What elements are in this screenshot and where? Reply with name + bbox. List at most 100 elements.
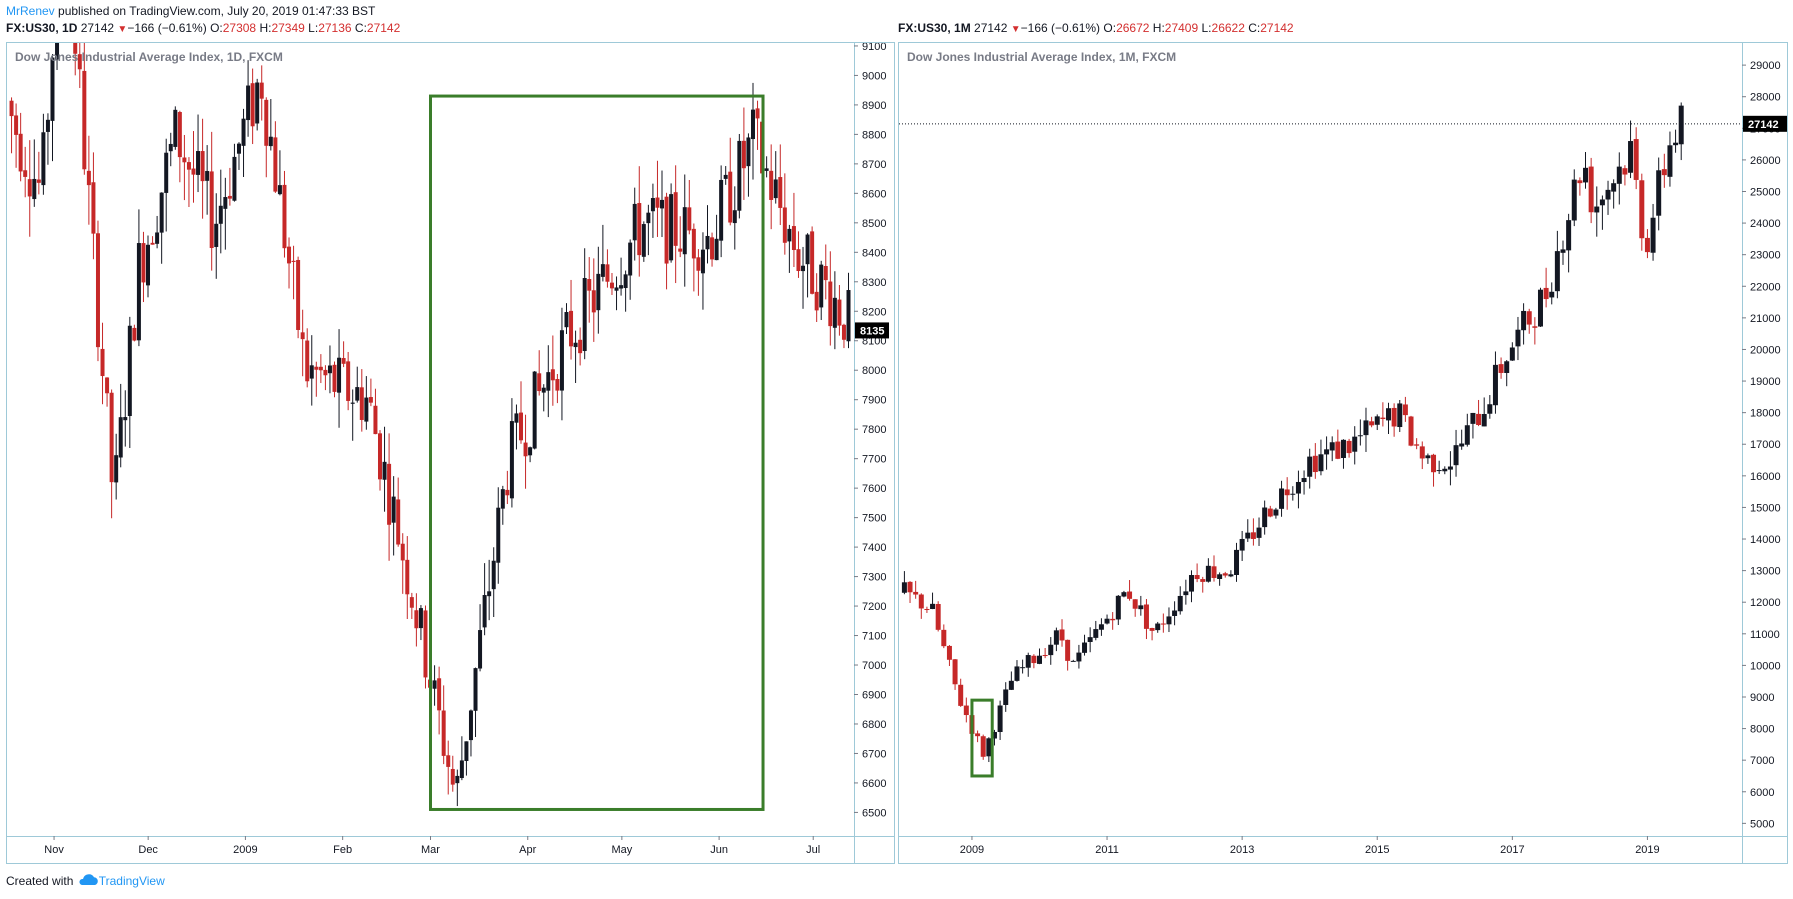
y-tick-label: 6600 xyxy=(862,778,886,790)
publish-info: MrRenev published on TradingView.com, Ju… xyxy=(6,4,375,18)
candle-body xyxy=(801,265,806,272)
candle-body xyxy=(377,433,382,480)
candle-body xyxy=(1605,189,1611,200)
candle-body xyxy=(555,378,560,391)
right-price: 27142 xyxy=(974,21,1008,35)
candle-body xyxy=(423,610,428,678)
candle-body xyxy=(1537,289,1543,327)
candle-body xyxy=(1239,538,1245,551)
chart-title: Dow Jones Industrial Average Index, 1D, … xyxy=(15,50,283,64)
candle-body xyxy=(1459,443,1465,447)
candle-body xyxy=(227,195,232,199)
y-tick-label: 8800 xyxy=(862,129,886,141)
candle-body xyxy=(482,595,487,628)
x-tick-label: Jun xyxy=(710,844,728,856)
candle-body xyxy=(159,192,164,233)
last-price-badge xyxy=(1743,115,1787,132)
candle-body xyxy=(646,212,651,224)
candle-body xyxy=(441,710,446,756)
candles-group xyxy=(901,102,1684,763)
right-symbol[interactable]: FX:US30, 1M xyxy=(898,21,971,35)
candle-body xyxy=(1402,404,1408,416)
candle-body xyxy=(1127,591,1133,599)
candle-body xyxy=(1357,435,1363,437)
candle-body xyxy=(814,291,819,311)
candle-body xyxy=(1037,655,1042,664)
candle-body xyxy=(975,733,981,737)
candle-body xyxy=(1431,454,1437,473)
candle-body xyxy=(1031,655,1037,664)
candle-body xyxy=(82,70,87,170)
highlight-box xyxy=(429,94,765,811)
left-price: 27142 xyxy=(80,21,115,35)
candle-body xyxy=(710,237,715,260)
right-change: −166 (−0.61%) xyxy=(1020,21,1101,35)
y-tick-label: 23000 xyxy=(1750,250,1781,262)
right-open: 26672 xyxy=(1116,21,1150,35)
candle-body xyxy=(1093,629,1099,638)
left-close: 27142 xyxy=(366,21,401,35)
right-chart-panel[interactable]: 5000 6000 7000 8000 9000 10000 11000 12000 13000… xyxy=(898,42,1788,864)
candle-body xyxy=(214,223,219,247)
y-tick-label: 9100 xyxy=(862,43,886,53)
candle-body xyxy=(1616,166,1622,184)
candle-body xyxy=(50,57,55,121)
candle-body xyxy=(573,342,578,348)
candle-body xyxy=(918,594,924,609)
candle-body xyxy=(1583,167,1589,183)
y-tick-label: 26000 xyxy=(1750,155,1781,167)
candle-body xyxy=(136,243,141,341)
y-tick-label: 13000 xyxy=(1750,566,1781,578)
author-link[interactable]: MrRenev xyxy=(6,4,55,18)
candle-body xyxy=(1346,440,1352,454)
y-tick-label: 22000 xyxy=(1750,281,1781,293)
candle-body xyxy=(168,143,173,152)
candle-body xyxy=(587,279,592,291)
y-tick-label: 7000 xyxy=(1750,755,1774,767)
right-chart-svg[interactable]: 5000 6000 7000 8000 9000 10000 11000 12000 13000… xyxy=(899,43,1787,863)
y-tick-label: 24000 xyxy=(1750,218,1781,230)
candle-body xyxy=(1560,249,1566,253)
x-tick-label: 2015 xyxy=(1365,844,1389,856)
candle-body xyxy=(1566,220,1572,251)
candle-body xyxy=(487,591,492,597)
candle-body xyxy=(346,361,351,401)
left-chart-svg[interactable]: 6500 6600 6700 6800 6900 7000 7100 7200 7300 7400… xyxy=(7,0,894,863)
candle-body xyxy=(18,133,23,172)
candle-body xyxy=(337,357,342,393)
candle-body xyxy=(755,108,760,119)
right-low: 26622 xyxy=(1211,21,1245,35)
candle-body xyxy=(241,118,246,146)
y-tick-label: 7200 xyxy=(862,601,886,613)
candle-body xyxy=(719,179,724,241)
candle-body xyxy=(1279,488,1285,509)
candle-body xyxy=(277,185,282,195)
last-price-label: 8135 xyxy=(860,325,884,337)
candle-body xyxy=(1267,508,1273,517)
candle-body xyxy=(732,210,737,224)
candle-body xyxy=(255,82,260,124)
y-tick-label: 7300 xyxy=(862,572,886,584)
candle-body xyxy=(986,738,992,757)
candle-body xyxy=(682,207,687,255)
candle-body xyxy=(1628,141,1634,173)
y-tick-label: 15000 xyxy=(1750,502,1781,514)
candle-body xyxy=(791,226,796,251)
candle-body xyxy=(773,179,778,199)
candle-body xyxy=(1599,199,1605,206)
candle-body xyxy=(1554,251,1560,292)
candle-body xyxy=(1374,416,1380,425)
left-high: 27349 xyxy=(271,21,305,35)
left-chart-panel[interactable]: 6500 6600 6700 6800 6900 7000 7100 7200 7300 7400… xyxy=(6,0,895,864)
left-symbol[interactable]: FX:US30, 1D xyxy=(6,21,78,35)
candles-group xyxy=(9,0,851,807)
tradingview-link[interactable]: TradingView xyxy=(98,874,165,888)
candle-body xyxy=(1076,652,1082,662)
candle-body xyxy=(1222,573,1228,576)
y-tick-label: 8200 xyxy=(862,306,886,318)
candle-body xyxy=(1622,168,1628,175)
left-c-label: C: xyxy=(354,21,367,35)
candle-body xyxy=(1149,627,1155,631)
candle-body xyxy=(400,543,405,561)
candle-body xyxy=(327,365,332,374)
